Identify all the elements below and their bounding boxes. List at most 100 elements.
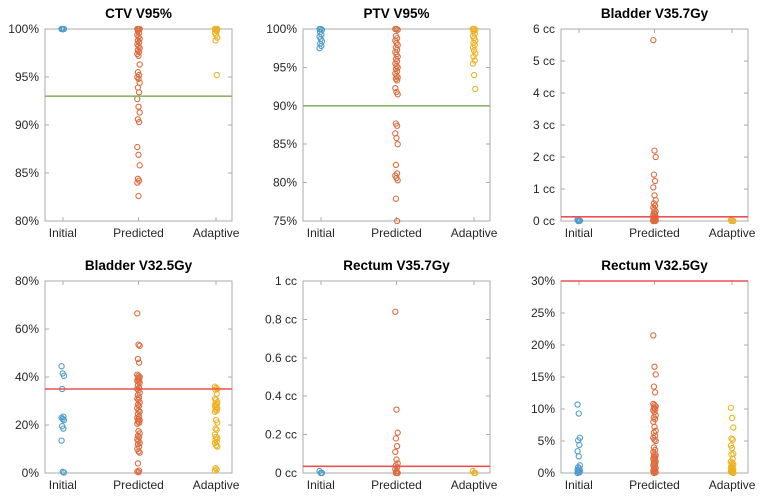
data-point-adaptive (470, 71, 478, 79)
series-initial (574, 401, 584, 477)
y-tick-label: 10% (531, 402, 555, 416)
data-point-initial (60, 425, 67, 432)
data-point-predicted (135, 39, 143, 46)
data-point-adaptive (730, 217, 737, 225)
data-point-predicted (134, 460, 142, 467)
data-point-predicted (135, 52, 142, 60)
data-point-predicted (135, 71, 143, 79)
data-point-predicted (651, 177, 659, 185)
data-point-predicted (392, 435, 400, 442)
series-predicted (134, 25, 143, 200)
y-tick-label: 5% (538, 434, 556, 448)
x-axis: Initial Predicted Adaptive (565, 29, 756, 240)
data-point-predicted (135, 378, 142, 385)
x-tick-label: Initial (49, 478, 77, 492)
data-point-predicted (651, 217, 658, 225)
data-point-predicted (135, 192, 142, 200)
x-axis: Initial Predicted Adaptive (307, 29, 498, 240)
x-tick-label: Adaptive (193, 478, 240, 492)
data-point-predicted (393, 442, 401, 450)
series-adaptive (727, 404, 737, 477)
data-point-adaptive (214, 443, 221, 450)
data-point-initial (575, 410, 582, 417)
y-tick-label: 0.4 cc (265, 389, 297, 403)
data-point-predicted (134, 143, 141, 151)
data-point-predicted (651, 202, 659, 209)
x-axis: Initial Predicted Adaptive (49, 29, 240, 240)
y-tick-label: 0.6 cc (265, 351, 297, 365)
data-point-predicted (392, 448, 399, 456)
data-point-predicted (134, 310, 141, 317)
data-point-predicted (393, 406, 400, 413)
y-tick-label: 20% (531, 338, 555, 352)
data-point-adaptive (469, 60, 477, 67)
data-point-predicted (393, 469, 401, 477)
plot-box (302, 28, 491, 222)
series-initial (316, 467, 326, 477)
chart-title-rectum-v32-5: Rectum V32.5Gy (601, 258, 708, 273)
series-adaptive (469, 467, 479, 477)
series-adaptive (211, 25, 221, 79)
y-tick-label: 2 cc (533, 150, 555, 164)
data-point-predicted (135, 29, 143, 36)
data-point-predicted (652, 153, 659, 161)
data-point-predicted (392, 84, 399, 92)
data-point-predicted (392, 75, 400, 83)
y-tick-label: 4 cc (533, 86, 555, 100)
series-predicted (392, 25, 401, 225)
panel-ptv-v95: PTV V95% 75% 80% 85% 90% 95% 100% Initial Predi… (258, 0, 516, 252)
x-axis: Initial Predicted Adaptive (565, 281, 756, 492)
data-point-predicted (134, 116, 142, 123)
data-point-adaptive (472, 85, 479, 93)
y-tick-label: 0% (22, 466, 40, 480)
data-point-predicted (135, 118, 143, 126)
data-point-adaptive (730, 424, 737, 431)
data-point-adaptive (472, 469, 479, 477)
y-tick-label: 100% (266, 22, 297, 36)
data-point-predicted (134, 179, 141, 186)
y-tick-label: 1 cc (275, 274, 297, 288)
data-point-predicted (136, 61, 143, 68)
data-point-adaptive (728, 414, 736, 422)
y-tick-label: 90% (15, 118, 39, 132)
chart-bladder-v32-5: 0% 20% 40% 60% 80% Initial Predicted Adaptive (15, 274, 240, 492)
y-tick-label: 95% (273, 60, 297, 74)
data-point-predicted (651, 436, 658, 443)
x-tick-label: Adaptive (451, 226, 498, 240)
x-tick-label: Adaptive (709, 226, 756, 240)
data-point-predicted (651, 389, 659, 396)
y-tick-label: 20% (15, 418, 39, 432)
data-point-predicted (135, 469, 142, 476)
chart-title-bladder-v32-5: Bladder V32.5Gy (84, 258, 193, 273)
x-tick-label: Initial (307, 226, 335, 240)
data-point-initial (576, 217, 583, 225)
data-point-initial (58, 437, 65, 444)
data-point-predicted (134, 420, 141, 427)
data-point-initial (316, 45, 323, 52)
panel-ctv-v95: CTV V95% 80% 85% 90% 95% 100% Initial Predicte… (0, 0, 258, 252)
data-point-predicted (135, 103, 142, 110)
x-tick-label: Adaptive (451, 478, 498, 492)
data-point-adaptive (212, 37, 219, 44)
x-tick-label: Predicted (629, 226, 680, 240)
chart-rectum-v35-7: 0 cc 0.2 cc 0.4 cc 0.6 cc 0.8 cc 1 cc Initial P… (265, 274, 498, 492)
data-point-predicted (650, 37, 657, 44)
data-point-adaptive (472, 50, 479, 57)
data-point-adaptive (213, 27, 220, 35)
data-point-predicted (135, 151, 142, 158)
y-tick-label: 75% (273, 214, 297, 228)
data-point-predicted (650, 404, 658, 411)
y-axis: 0 cc 1 cc 2 cc 3 cc 4 cc 5 cc 6 cc (533, 22, 748, 228)
data-point-initial (318, 469, 326, 477)
y-tick-label: 30% (531, 274, 555, 288)
chart-ctv-v95: 80% 85% 90% 95% 100% Initial Predicted Adaptive (8, 22, 240, 240)
series-initial (58, 363, 68, 476)
x-tick-label: Predicted (113, 478, 164, 492)
y-tick-label: 0% (538, 466, 556, 480)
x-tick-label: Predicted (113, 226, 164, 240)
data-point-adaptive (470, 47, 478, 54)
data-point-predicted (393, 464, 401, 471)
data-point-adaptive (469, 44, 477, 51)
data-point-adaptive (211, 408, 219, 415)
